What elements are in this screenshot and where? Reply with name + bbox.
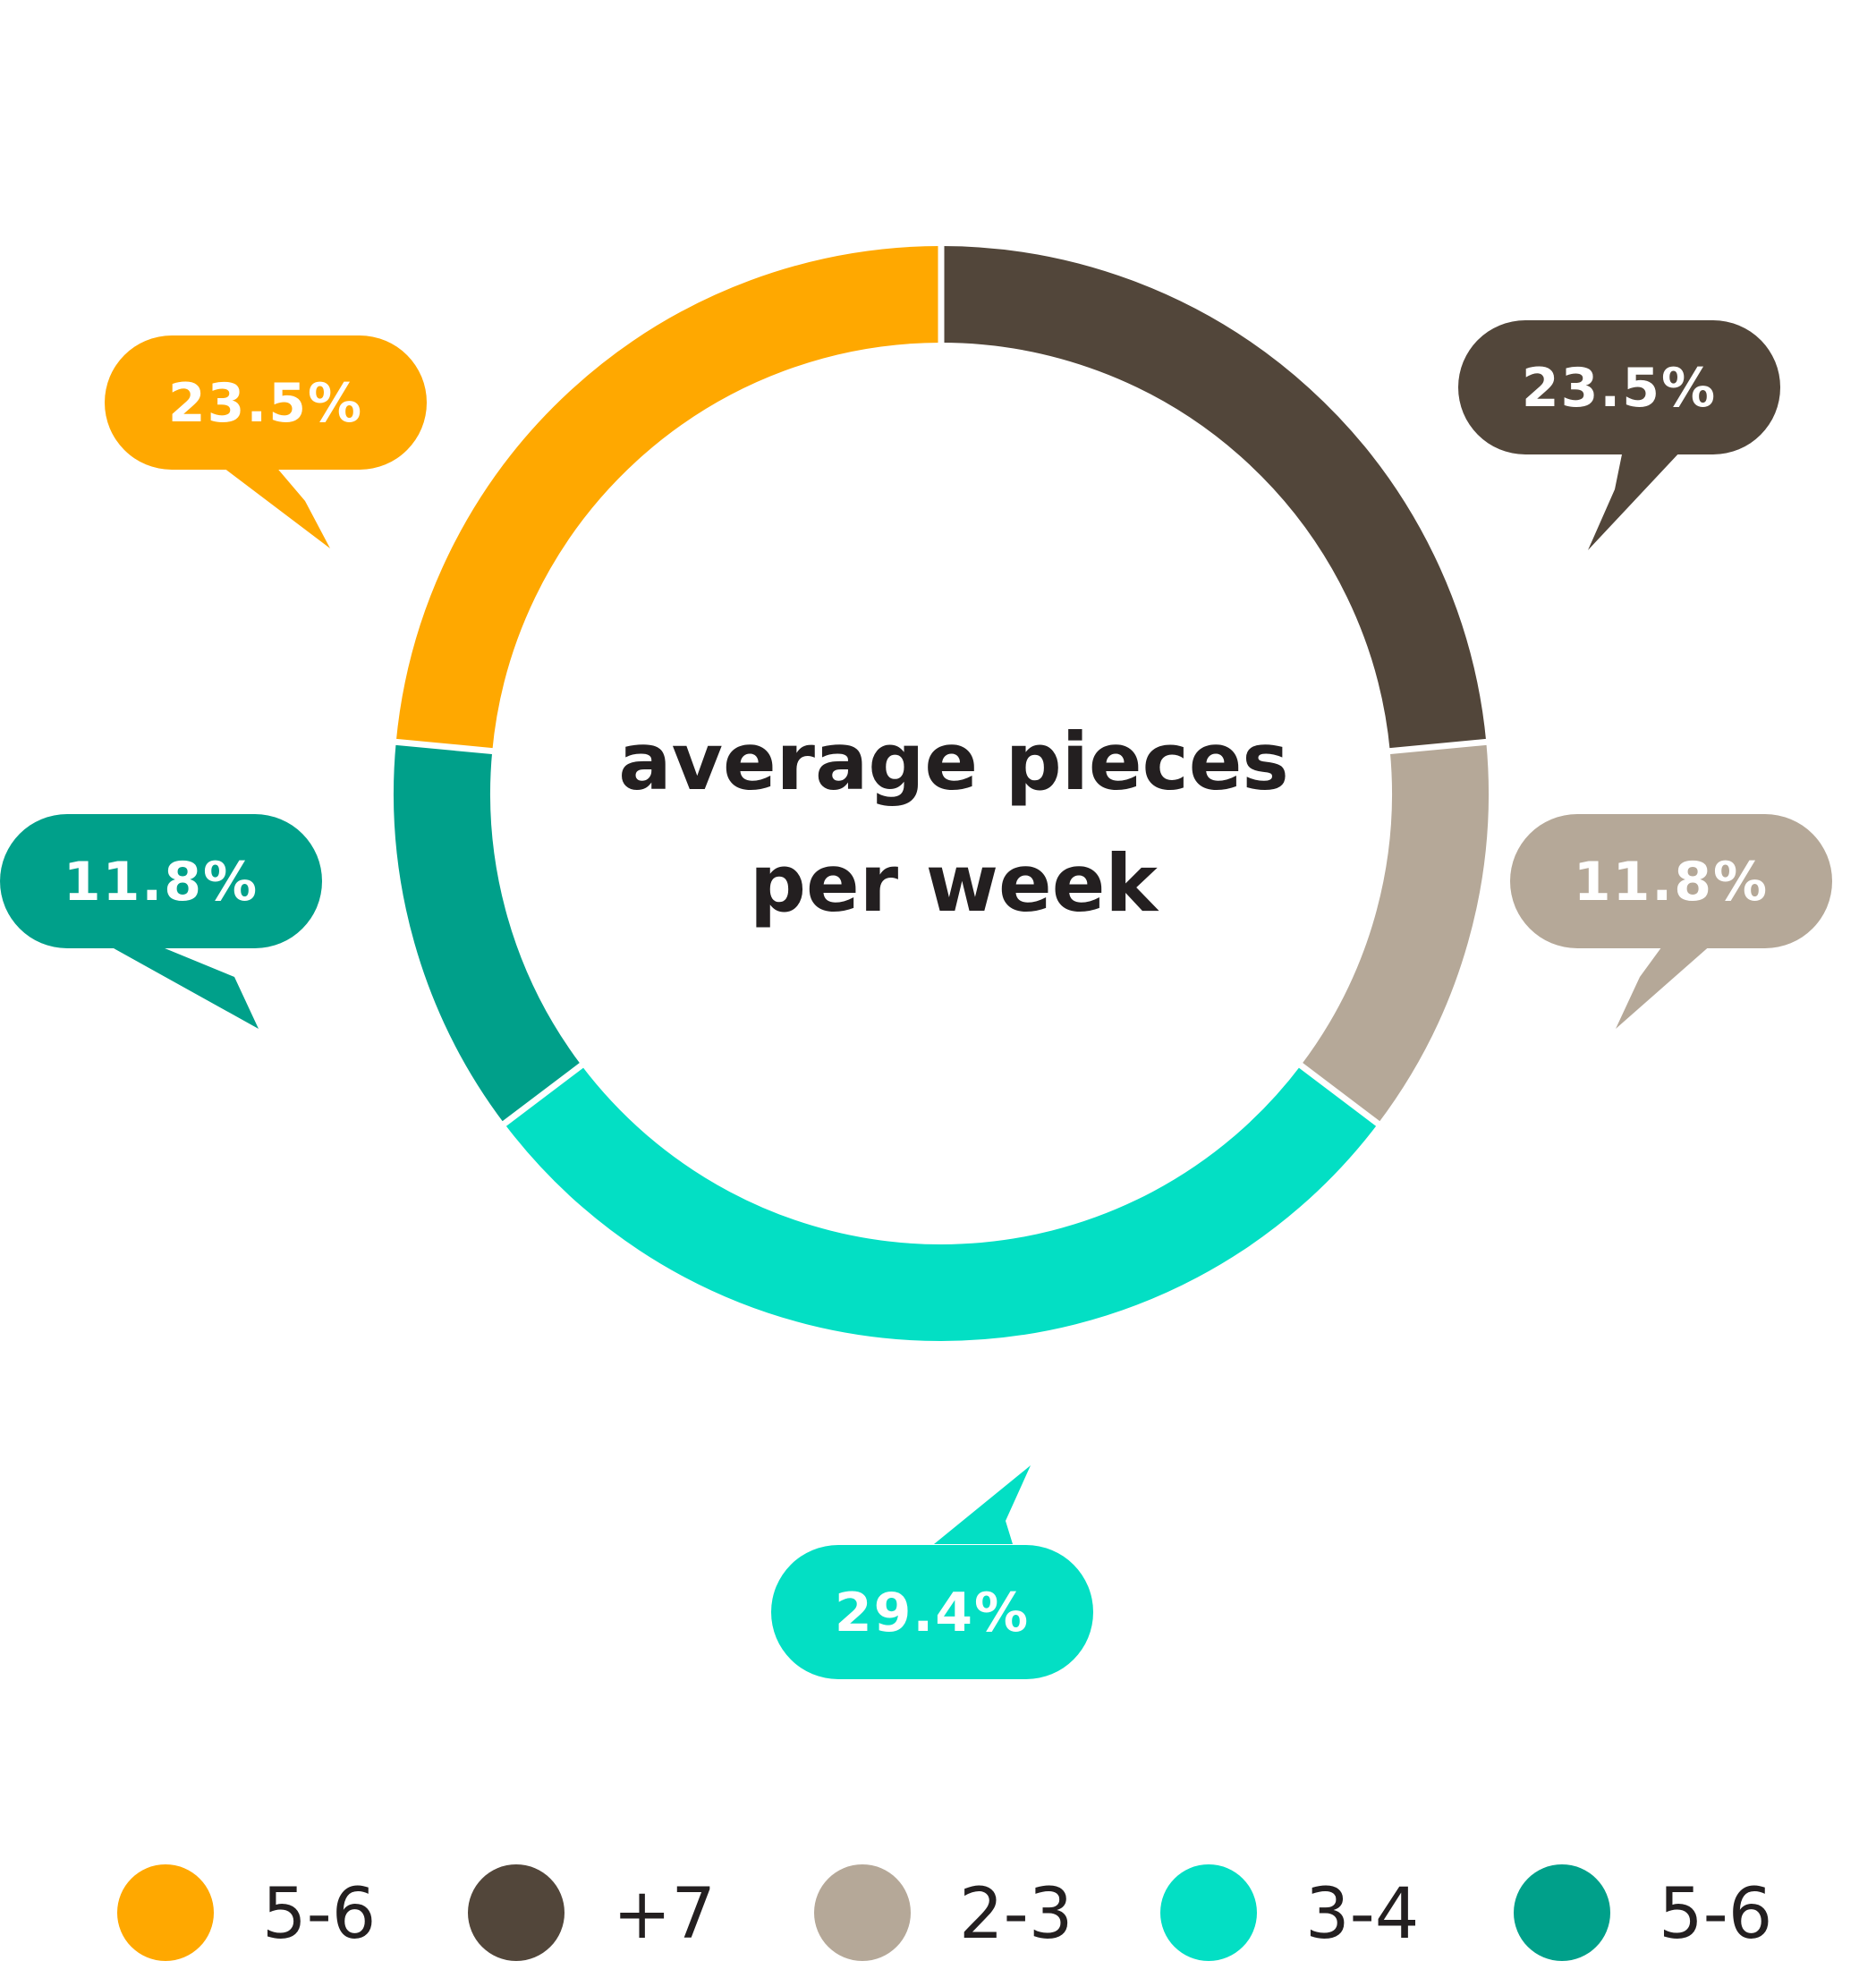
- chart-title-line-2: per week: [750, 837, 1159, 930]
- callout-bubble-5: 23.5%: [105, 335, 427, 548]
- donut-slices: [392, 242, 1490, 1341]
- donut-slice-2: [1300, 742, 1489, 1124]
- callout-value-label: 23.5%: [1522, 357, 1717, 420]
- legend: 5-6 +7 2-3 3-4 5-6: [117, 1864, 1772, 1961]
- donut-slice-3: [504, 1065, 1379, 1341]
- value-callouts: 23.5% 11.8% 29.4% 11.8% 23.5%: [0, 320, 1832, 1679]
- legend-swatch: [1514, 1864, 1610, 1961]
- legend-item-2: +7: [468, 1864, 716, 1961]
- callout-pointer: [106, 944, 259, 1029]
- callout-value-label: 23.5%: [168, 372, 363, 435]
- legend-item-1: 5-6: [117, 1864, 376, 1961]
- donut-slice-1: [940, 246, 1487, 751]
- callout-bubble-1: 23.5%: [1458, 320, 1780, 550]
- callout-pointer: [220, 465, 330, 548]
- donut-slice-4: [394, 742, 582, 1124]
- callout-pointer: [1588, 450, 1682, 550]
- callout-pointer: [1616, 944, 1712, 1029]
- slice-separator-3: [1295, 1060, 1383, 1129]
- chart-title-line-1: average pieces: [618, 716, 1289, 808]
- callout-value-label: 11.8%: [64, 851, 259, 913]
- legend-label: 5-6: [1659, 1874, 1772, 1955]
- legend-swatch: [117, 1864, 214, 1961]
- callout-value-label: 29.4%: [835, 1582, 1030, 1644]
- legend-item-3: 2-3: [814, 1864, 1073, 1961]
- slice-separator-2: [1386, 738, 1490, 755]
- legend-label: 2-3: [959, 1874, 1073, 1955]
- callout-bubble-4: 11.8%: [0, 814, 322, 1029]
- legend-swatch: [814, 1864, 911, 1961]
- legend-label: +7: [613, 1874, 716, 1955]
- legend-label: 5-6: [262, 1874, 376, 1955]
- donut-slice-5: [395, 246, 942, 751]
- legend-swatch: [468, 1864, 564, 1961]
- slice-separator-5: [392, 738, 497, 755]
- legend-item-4: 3-4: [1160, 1864, 1419, 1961]
- slice-separator-4: [499, 1060, 587, 1129]
- callout-value-label: 11.8%: [1574, 851, 1769, 913]
- callout-bubble-2: 11.8%: [1510, 814, 1832, 1029]
- callout-pointer: [934, 1465, 1031, 1544]
- legend-item-5: 5-6: [1514, 1864, 1772, 1961]
- legend-label: 3-4: [1305, 1874, 1419, 1955]
- legend-swatch: [1160, 1864, 1257, 1961]
- callout-bubble-3: 29.4%: [771, 1465, 1093, 1679]
